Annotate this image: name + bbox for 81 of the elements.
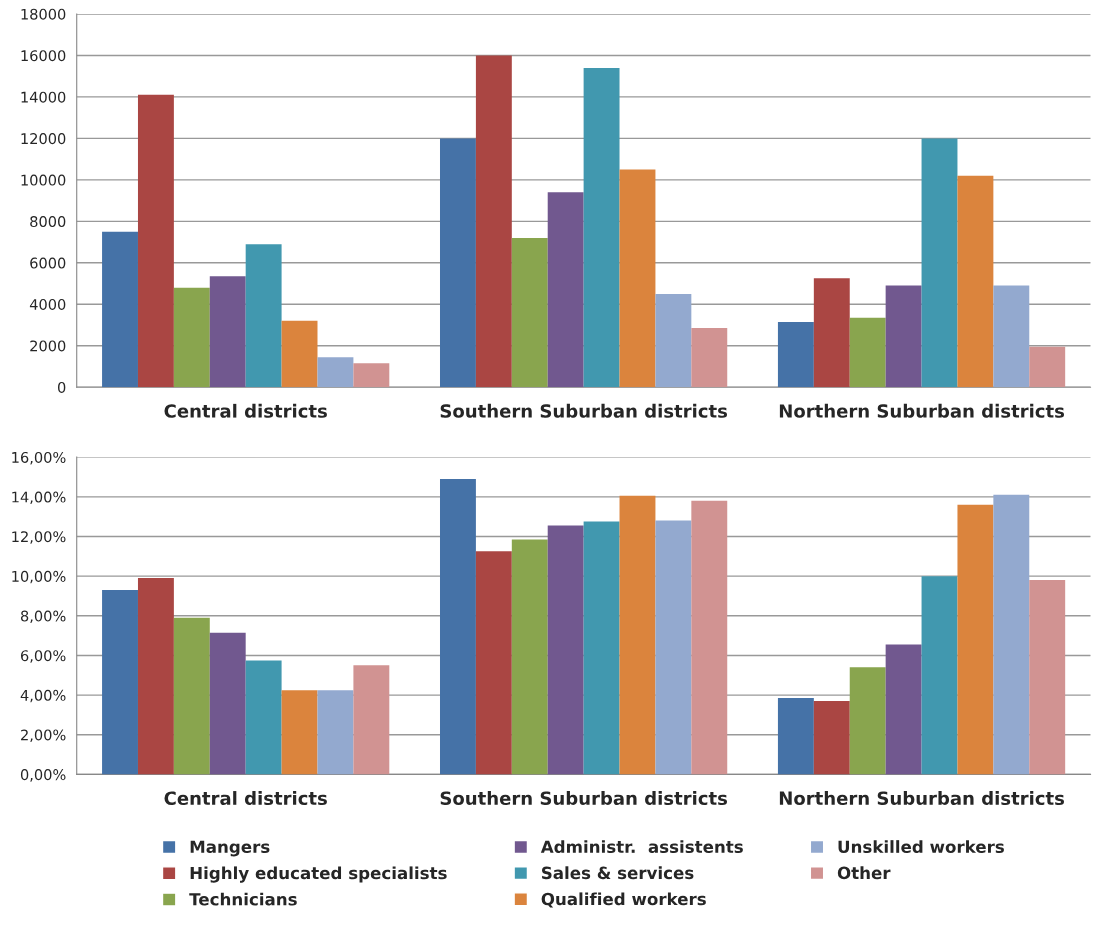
y-tick-label: 2000 xyxy=(30,340,66,352)
bar xyxy=(777,698,814,775)
legend-label: Qualified workers xyxy=(541,892,706,908)
bar xyxy=(691,328,728,388)
bar xyxy=(281,320,318,388)
bar xyxy=(619,495,656,775)
y-tick-label: 4,00% xyxy=(20,689,66,703)
bar xyxy=(173,617,210,775)
bar xyxy=(957,175,994,388)
bar xyxy=(813,701,850,775)
y-tick-label: 14,00% xyxy=(12,491,66,505)
bar xyxy=(993,494,1030,775)
bar xyxy=(102,590,138,775)
bar xyxy=(993,285,1030,388)
bar xyxy=(655,293,692,388)
legend-label: Administr. assistents xyxy=(540,840,743,854)
legend-label: Sales & services xyxy=(541,866,694,880)
bar xyxy=(547,192,584,388)
bar xyxy=(209,632,246,775)
bar xyxy=(921,138,958,388)
y-tick-label: 14000 xyxy=(21,91,66,103)
y-tick-label: 8,00% xyxy=(20,610,66,624)
bar xyxy=(957,504,994,775)
bar xyxy=(1029,580,1066,775)
bar xyxy=(475,55,512,388)
bar xyxy=(885,285,922,388)
legend-label: Other xyxy=(837,866,891,880)
y-tick-label: 12,00% xyxy=(12,531,66,544)
bar xyxy=(353,665,390,775)
bar xyxy=(137,578,174,775)
legend-label: Technicians xyxy=(189,892,297,906)
bar xyxy=(583,67,620,388)
x-tick-label: Central districts xyxy=(164,403,327,418)
y-tick-label: 6,00% xyxy=(20,650,66,663)
x-tick-label: Northern Suburban districts xyxy=(779,791,1065,806)
bar xyxy=(691,500,728,775)
bar xyxy=(777,321,814,388)
bar xyxy=(245,660,282,775)
bar xyxy=(511,237,548,388)
x-tick-label: Northern Suburban districts xyxy=(779,403,1065,418)
bar xyxy=(353,363,390,388)
y-tick-label: 8000 xyxy=(30,216,66,228)
bar xyxy=(317,357,354,388)
bar xyxy=(849,317,886,388)
bar xyxy=(655,520,692,775)
x-tick-label: Southern Suburban districts xyxy=(440,791,728,806)
y-tick-label: 0 xyxy=(57,381,66,393)
y-tick-label: 16000 xyxy=(21,50,66,62)
y-tick-label: 0,00% xyxy=(20,769,66,782)
bar xyxy=(583,521,620,775)
y-tick-label: 16,00% xyxy=(12,451,66,465)
bar xyxy=(173,287,210,388)
y-tick-label: 6000 xyxy=(30,257,66,269)
x-tick-label: Southern Suburban districts xyxy=(440,403,728,418)
bar xyxy=(317,690,354,775)
legend-label: Unskilled workers xyxy=(838,840,1004,854)
bar xyxy=(245,244,282,388)
bar xyxy=(921,576,958,775)
bar xyxy=(1029,346,1066,388)
legend-label: Mangers xyxy=(190,840,270,857)
bar xyxy=(619,169,656,388)
y-tick-label: 2,00% xyxy=(21,729,66,742)
y-tick-label: 10,00% xyxy=(12,570,66,584)
bar xyxy=(547,525,584,775)
bar xyxy=(475,551,512,775)
bar xyxy=(885,644,922,775)
y-tick-label: 18000 xyxy=(21,8,66,20)
y-tick-label: 12000 xyxy=(21,133,66,145)
bar xyxy=(440,478,476,775)
bar xyxy=(281,690,318,775)
legend-label: Highly educated specialists xyxy=(190,866,447,883)
bar xyxy=(102,231,138,388)
x-tick-label: Central districts xyxy=(164,791,327,806)
bar xyxy=(511,539,548,775)
bar xyxy=(137,94,174,388)
bar xyxy=(849,667,886,775)
bar xyxy=(209,276,246,388)
y-tick-label: 10000 xyxy=(21,174,66,186)
y-tick-label: 4000 xyxy=(29,298,66,311)
bar xyxy=(440,138,476,388)
bar xyxy=(813,278,850,388)
